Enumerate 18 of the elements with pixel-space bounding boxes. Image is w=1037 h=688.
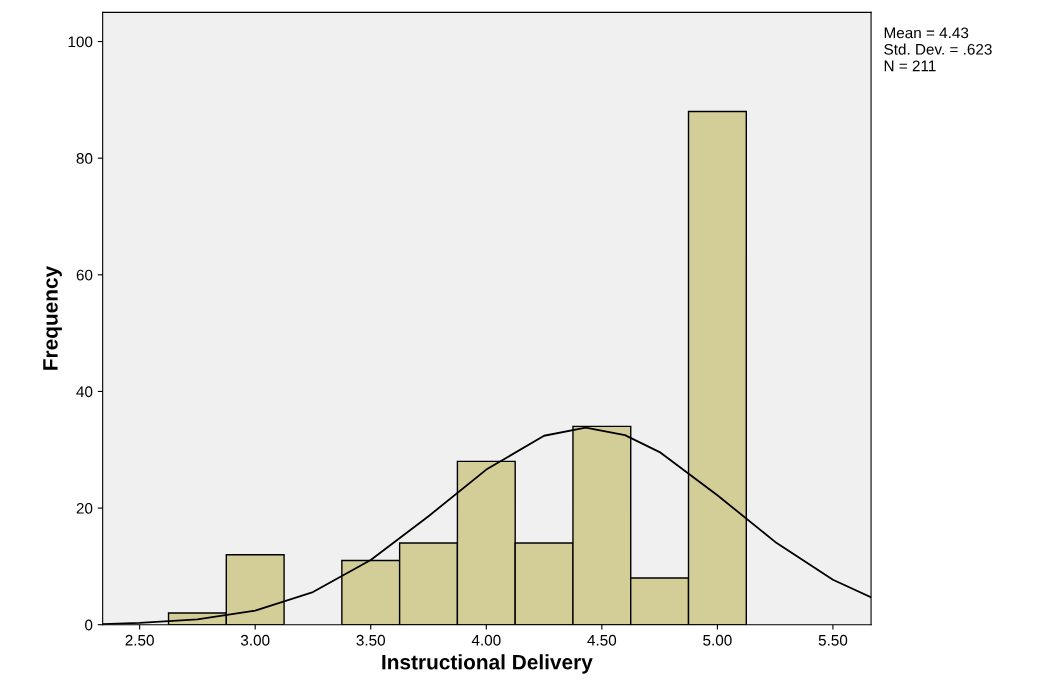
y-tick-label: 60: [76, 269, 93, 281]
x-tick-label: 5.50: [818, 634, 848, 646]
y-tick-label: 0: [85, 619, 93, 631]
x-tick-label: 5.00: [703, 634, 732, 646]
x-tick-label: 4.00: [471, 634, 501, 646]
y-axis-title: Frequency: [43, 265, 62, 370]
x-tick-label: 3.50: [356, 634, 386, 646]
x-tick-label: 3.00: [240, 634, 270, 646]
text: N = 211: [884, 60, 936, 72]
y-tick-label: 40: [76, 386, 93, 398]
y-tick-label: 20: [76, 502, 93, 514]
x-tick-label: 2.50: [125, 634, 154, 646]
y-tick-label: 100: [68, 36, 93, 48]
x-tick-label: 4.50: [587, 634, 617, 646]
x-axis-title: Instructional Delivery: [382, 654, 593, 674]
text: Mean = 4.43: [884, 27, 969, 39]
text: Std. Dev. = .623: [884, 43, 992, 55]
y-tick-label: 80: [76, 153, 93, 164]
